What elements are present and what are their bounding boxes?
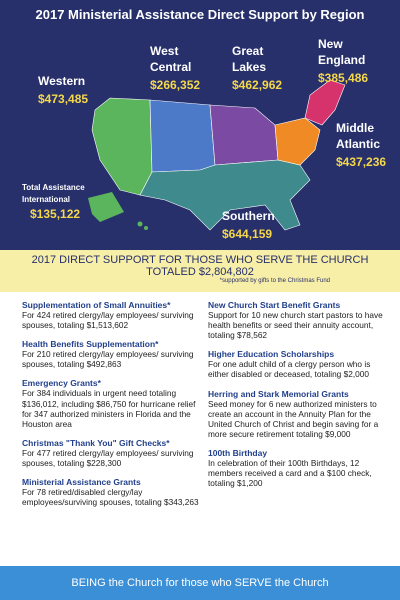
region-value: $473,485 (38, 92, 88, 106)
region-name: Lakes (232, 60, 266, 74)
item-body: Support for 10 new church start pastors … (208, 310, 383, 341)
item-body: For 477 retired clergy/lay employees/ su… (22, 447, 194, 468)
region-name: England (318, 53, 365, 67)
item-body: For 78 retired/disabled clergy/lay emplo… (22, 487, 199, 508)
hawaii (137, 221, 143, 227)
region-middle-atlantic (274, 117, 321, 166)
item-title: Herring and Stark Memorial Grants (208, 388, 349, 399)
item-title: Christmas "Thank You" Gift Checks* (22, 437, 170, 448)
map: 2017 Ministerial Assistance Direct Suppo… (22, 7, 386, 241)
map-panel: 2017 Ministerial Assistance Direct Suppo… (0, 0, 400, 250)
grant-item: Christmas "Thank You" Gift Checks* For 47… (22, 438, 204, 468)
region-name: Total Assistance (22, 183, 85, 192)
region-name: Southern (222, 209, 275, 223)
region-western (91, 97, 153, 196)
region-value: $385,486 (318, 71, 368, 85)
region-southern (139, 159, 311, 231)
item-title: Ministerial Assistance Grants (22, 477, 141, 488)
region-name: Atlantic (336, 137, 380, 151)
band-total: TOTALED $2,804,802 (146, 266, 254, 278)
item-body: Seed money for 6 new authorized minister… (208, 398, 379, 439)
band-note: *supported by gifts to the Christmas Fun… (219, 278, 330, 284)
column: Supplementation of Small Annuities* For 4… (22, 300, 204, 516)
item-body: For one adult child of a clergy person w… (208, 359, 371, 380)
item-title: Health Benefits Supplementation* (22, 339, 159, 350)
item-body: In celebration of their 100th Birthdays,… (208, 457, 372, 489)
grant-item: New Church Start Benefit Grants Support f… (208, 300, 390, 340)
alaska (88, 192, 124, 222)
item-title: Emergency Grants* (22, 378, 101, 389)
region-name: Western (38, 74, 85, 88)
hawaii (144, 226, 148, 230)
column: New Church Start Benefit Grants Support f… (208, 300, 390, 497)
band-line: 2017 DIRECT SUPPORT FOR THOSE WHO SERVE … (31, 254, 369, 266)
region-value: $462,962 (232, 78, 282, 92)
region-name: Middle (336, 121, 374, 135)
region-value: $644,159 (222, 227, 272, 241)
footer: BEING the Church for those who SERVE the… (0, 566, 400, 600)
item-body: For 424 retired clergy/lay employees/ su… (22, 310, 194, 331)
grant-item: Ministerial Assistance Grants For 78 reti… (22, 477, 204, 507)
item-body: For 210 retired clergy/lay employees/ su… (22, 349, 194, 370)
grant-item: Herring and Stark Memorial Grants Seed mo… (208, 389, 390, 439)
region-value: $266,352 (150, 78, 200, 92)
region-new-england (304, 79, 346, 126)
region-great-lakes (209, 104, 279, 166)
region-name: West (150, 44, 178, 58)
region-name: Great (232, 44, 263, 58)
grant-item: Higher Education Scholarships For one adu… (208, 349, 390, 379)
region-value: $135,122 (30, 207, 80, 221)
grant-item: 100th Birthday In celebration of their 10… (208, 448, 390, 488)
region-name: International (22, 195, 70, 204)
grant-item: Supplementation of Small Annuities* For 4… (22, 300, 204, 330)
item-body: For 384 individuals in urgent need total… (22, 388, 196, 429)
region-west-central (149, 99, 216, 173)
item-title: Supplementation of Small Annuities* (22, 300, 171, 310)
title: 2017 Ministerial Assistance Direct Suppo… (36, 7, 365, 22)
item-title: Higher Education Scholarships (208, 349, 335, 360)
total-band: 2017 DIRECT SUPPORT FOR THOSE WHO SERVE … (0, 250, 400, 292)
grant-item: Health Benefits Supplementation* For 210 … (22, 339, 204, 369)
region-name: Central (150, 60, 191, 74)
grant-item: Emergency Grants* For 384 individuals in … (22, 378, 204, 428)
item-title: 100th Birthday (208, 447, 268, 458)
region-value: $437,236 (336, 155, 386, 169)
region-name: New (318, 37, 343, 51)
item-title: New Church Start Benefit Grants (208, 300, 341, 310)
